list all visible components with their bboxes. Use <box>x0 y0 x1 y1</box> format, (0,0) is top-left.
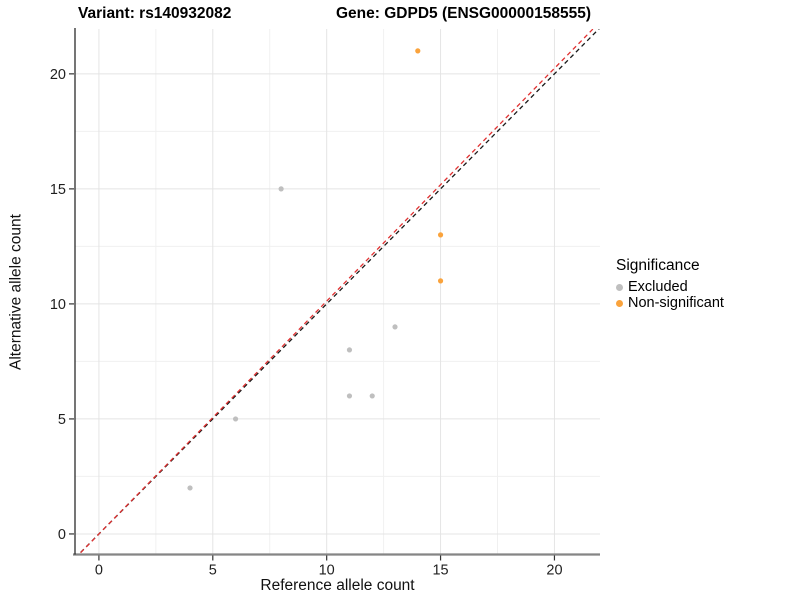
gene-title: Gene: GDPD5 (ENSG00000158555) <box>336 5 592 22</box>
legend-title: Significance <box>616 257 700 274</box>
data-point-non-significant <box>437 278 444 284</box>
y-tick-label: 0 <box>58 527 66 543</box>
x-tick-label: 10 <box>319 563 335 579</box>
data-point-excluded <box>392 324 398 330</box>
ratio-line <box>78 29 594 554</box>
non-significant-dot-icon <box>616 299 623 307</box>
data-point-excluded <box>346 347 353 353</box>
data-point-excluded <box>346 393 353 399</box>
data-point-non-significant <box>415 48 421 54</box>
y-tick-label: 20 <box>50 67 66 83</box>
x-tick-label: 15 <box>432 563 448 579</box>
x-axis-title: Reference allele count <box>260 577 415 594</box>
legend-item-non-significant: Non-significant <box>616 295 724 311</box>
x-tick-label: 20 <box>546 563 562 579</box>
legend-item-label: Excluded <box>628 279 688 295</box>
data-point-excluded <box>232 416 239 422</box>
x-tick-label: 0 <box>95 563 103 579</box>
y-tick-label: 15 <box>50 182 66 198</box>
x-tick-label: 5 <box>209 563 217 579</box>
excluded-dot-icon <box>616 283 623 291</box>
identity-line <box>78 29 600 554</box>
y-axis-title: Alternative allele count <box>7 214 25 370</box>
data-point-excluded <box>369 393 375 399</box>
y-tick-label: 5 <box>58 412 66 428</box>
data-point-excluded <box>278 186 284 192</box>
legend: Significance Excluded Non-significant <box>616 257 724 311</box>
legend-item-excluded: Excluded <box>616 279 724 295</box>
legend-item-label: Non-significant <box>628 295 724 311</box>
data-point-non-significant <box>437 232 444 238</box>
data-point-excluded <box>187 485 193 491</box>
y-tick-label: 10 <box>50 297 66 313</box>
variant-title: Variant: rs140932082 <box>78 5 232 22</box>
